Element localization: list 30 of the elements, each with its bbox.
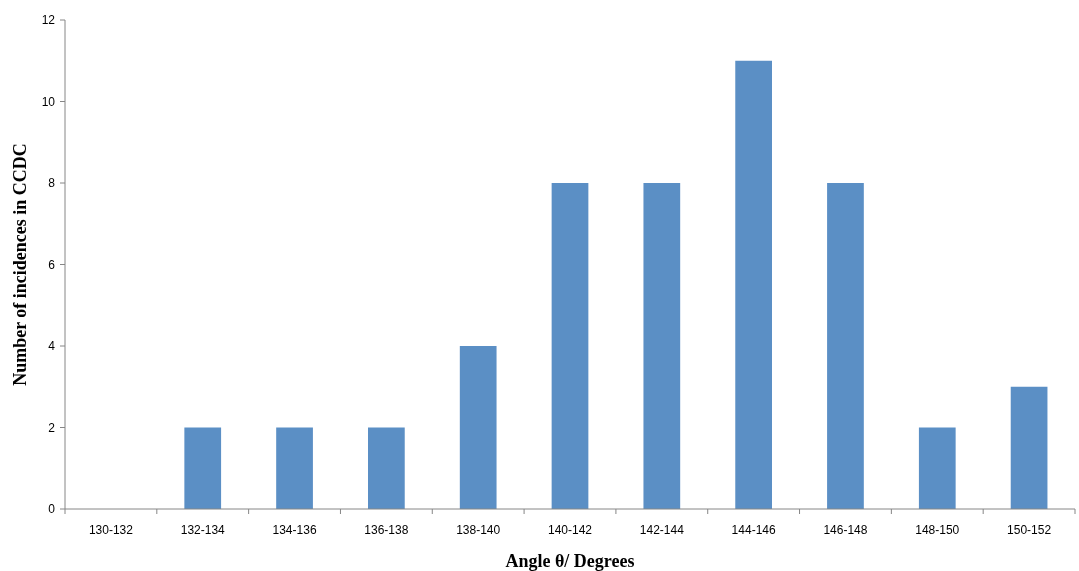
x-tick-label: 142-144	[639, 523, 685, 537]
y-tick-label: 0	[48, 502, 56, 517]
x-tick-label: 150-152	[1007, 523, 1052, 537]
y-tick-label: 2	[48, 420, 56, 435]
y-tick-label: 6	[48, 257, 56, 272]
x-tick-label: 130-132	[88, 523, 134, 537]
bar	[643, 183, 681, 509]
y-axis-title: Number of incidences in CCDC	[10, 143, 30, 386]
bar	[184, 427, 222, 509]
x-tick-label: 132-134	[180, 523, 226, 537]
bar	[368, 427, 405, 509]
bar	[276, 427, 313, 509]
y-tick-label: 8	[48, 176, 56, 191]
bar	[918, 427, 956, 509]
bar	[1010, 386, 1048, 509]
x-tick-label: 134-136	[272, 523, 317, 537]
y-tick-label: 10	[41, 94, 56, 109]
x-tick-label: 148-150	[915, 523, 960, 537]
x-tick-label: 140-142	[547, 523, 593, 537]
x-axis-title: Angle θ/ Degrees	[505, 551, 635, 571]
bar	[551, 183, 589, 509]
bar	[827, 183, 864, 509]
y-tick-label: 4	[48, 339, 56, 354]
y-tick-label: 12	[41, 13, 56, 28]
x-tick-label: 146-148	[823, 523, 868, 537]
bar	[735, 60, 772, 509]
bar	[459, 346, 497, 509]
x-tick-label: 138-140	[456, 523, 501, 537]
x-tick-label: 136-138	[364, 523, 409, 537]
x-tick-label: 144-146	[731, 523, 776, 537]
